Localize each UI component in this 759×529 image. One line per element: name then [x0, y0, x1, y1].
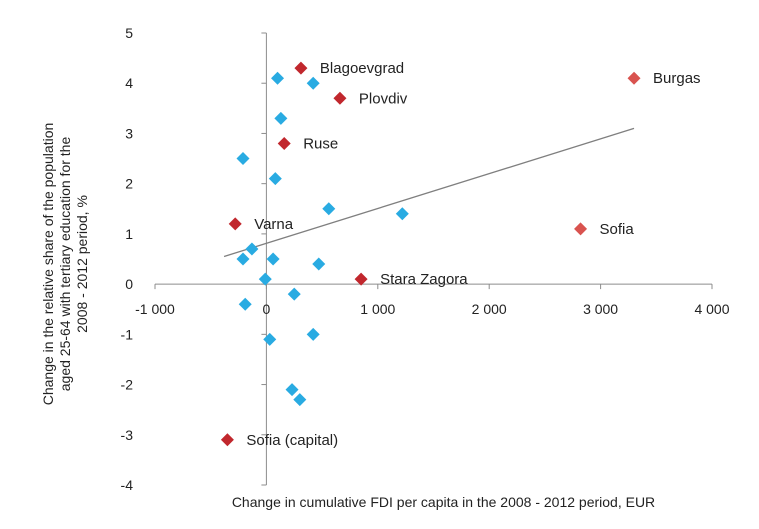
- data-point: [266, 252, 280, 266]
- y-tick-label: -1: [121, 326, 134, 342]
- data-point: [322, 202, 336, 216]
- data-point: [274, 111, 288, 125]
- data-point: [268, 172, 282, 186]
- data-point: [238, 297, 252, 311]
- data-point-labeled: [574, 222, 588, 236]
- y-tick-label: -4: [121, 477, 134, 493]
- y-tick-label: -2: [121, 377, 134, 393]
- x-tick-label: 0: [263, 301, 271, 317]
- y-axis-title-line: Change in the relative share of the popu…: [40, 123, 56, 406]
- data-point: [263, 332, 277, 346]
- data-point-labeled: [277, 136, 291, 150]
- y-tick-label: 0: [125, 276, 133, 292]
- data-point-labeled: [627, 71, 641, 85]
- point-label: Burgas: [653, 70, 701, 87]
- y-tick-label: 4: [125, 75, 133, 91]
- x-tick-label: 3 000: [583, 301, 618, 317]
- point-label: Ruse: [303, 135, 338, 152]
- point-label: Blagoevgrad: [320, 60, 404, 77]
- data-point-labeled: [354, 272, 368, 286]
- data-point: [258, 272, 272, 286]
- data-point: [293, 393, 307, 407]
- data-point: [287, 287, 301, 301]
- y-axis-title-line: aged 25-64 with tertiary education for t…: [57, 137, 73, 392]
- data-point-labeled: [333, 91, 347, 105]
- point-label: Plovdiv: [359, 90, 408, 107]
- point-labels-group: Blagoevgrad Burgas Plovdiv Ruse Varna Sofia St…: [246, 60, 700, 449]
- data-point: [306, 76, 320, 90]
- data-point-labeled: [228, 217, 242, 231]
- data-point: [285, 383, 299, 397]
- x-tick-label: -1 000: [135, 301, 175, 317]
- y-axis-title-line: 2008 - 2012 period, %: [74, 195, 90, 333]
- y-axis-title: Change in the relative share of the popu…: [40, 123, 90, 406]
- point-label: Stara Zagora: [380, 271, 468, 288]
- data-point: [236, 252, 250, 266]
- x-axis-title: Change in cumulative FDI per capita in t…: [232, 494, 655, 510]
- points-group: [220, 61, 641, 447]
- point-label: Sofia: [600, 221, 635, 238]
- x-tick-label: 2 000: [472, 301, 507, 317]
- x-tick-label: 1 000: [360, 301, 395, 317]
- y-tick-label: 1: [125, 226, 133, 242]
- data-point: [271, 71, 285, 85]
- data-point: [245, 242, 259, 256]
- x-tick-label: 4 000: [694, 301, 729, 317]
- data-point: [395, 207, 409, 221]
- trendline-group: [223, 127, 635, 258]
- data-point: [312, 257, 326, 271]
- y-tick-label: 3: [125, 125, 133, 141]
- data-point-labeled: [220, 433, 234, 447]
- point-label: Varna: [254, 216, 294, 233]
- y-tick-label: 5: [125, 25, 133, 41]
- point-label: Sofia (capital): [246, 432, 338, 449]
- data-point: [306, 327, 320, 341]
- axes: -1 000 0 1 000 2 000 3 000 4 000-4-3-2-101234…: [121, 25, 730, 493]
- y-tick-label: -3: [121, 427, 134, 443]
- data-point-labeled: [294, 61, 308, 75]
- trendline: [223, 127, 635, 258]
- y-tick-label: 2: [125, 176, 133, 192]
- data-point: [236, 152, 250, 166]
